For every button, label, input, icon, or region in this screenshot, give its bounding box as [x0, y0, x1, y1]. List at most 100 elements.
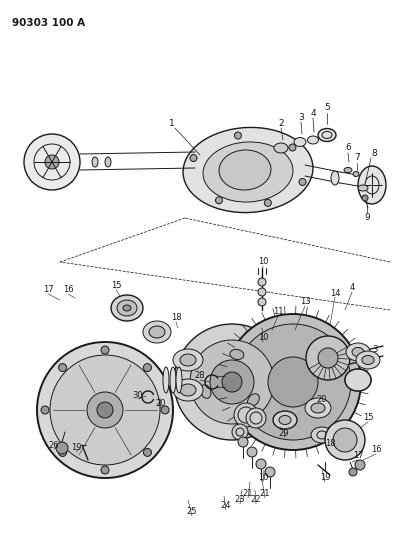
Text: 6: 6 — [345, 143, 351, 152]
Circle shape — [222, 372, 242, 392]
Circle shape — [101, 466, 109, 474]
Circle shape — [190, 155, 197, 161]
Ellipse shape — [305, 398, 331, 418]
Circle shape — [299, 179, 306, 185]
Circle shape — [143, 364, 151, 372]
Circle shape — [265, 467, 275, 477]
Circle shape — [333, 428, 357, 452]
Text: 90303 100 A: 90303 100 A — [12, 18, 85, 28]
Circle shape — [56, 442, 68, 454]
Circle shape — [258, 298, 266, 306]
Ellipse shape — [247, 394, 259, 406]
Circle shape — [24, 134, 80, 190]
Circle shape — [97, 402, 113, 418]
Circle shape — [362, 195, 368, 201]
Text: 20: 20 — [317, 395, 327, 405]
Circle shape — [87, 392, 123, 428]
Text: 17: 17 — [353, 451, 363, 461]
Text: 1: 1 — [169, 119, 175, 128]
Ellipse shape — [201, 385, 211, 398]
Ellipse shape — [230, 349, 244, 359]
Circle shape — [349, 468, 357, 476]
Ellipse shape — [149, 326, 165, 338]
Ellipse shape — [117, 300, 137, 316]
Text: 19: 19 — [71, 443, 81, 453]
Circle shape — [59, 448, 67, 456]
Ellipse shape — [356, 351, 380, 369]
Ellipse shape — [318, 128, 336, 141]
Ellipse shape — [111, 295, 143, 321]
Circle shape — [216, 197, 223, 204]
Text: 8: 8 — [371, 149, 377, 158]
Text: 20: 20 — [156, 400, 166, 408]
Text: 24: 24 — [221, 502, 231, 511]
Ellipse shape — [123, 305, 131, 311]
Ellipse shape — [170, 367, 176, 393]
Text: 22: 22 — [251, 496, 261, 505]
Ellipse shape — [307, 136, 318, 144]
Circle shape — [161, 406, 169, 414]
Circle shape — [41, 406, 49, 414]
Ellipse shape — [358, 185, 368, 191]
Ellipse shape — [176, 367, 182, 393]
Text: 5: 5 — [324, 103, 330, 112]
Circle shape — [190, 340, 274, 424]
Circle shape — [59, 364, 67, 372]
Circle shape — [174, 324, 290, 440]
Circle shape — [258, 278, 266, 286]
Circle shape — [225, 314, 361, 450]
Text: 3: 3 — [372, 345, 378, 354]
Text: 15: 15 — [363, 414, 373, 423]
Text: 18: 18 — [325, 440, 335, 448]
Circle shape — [264, 199, 271, 206]
Circle shape — [268, 357, 318, 407]
Ellipse shape — [345, 369, 371, 391]
Text: 10: 10 — [258, 473, 268, 482]
Circle shape — [306, 336, 350, 380]
Text: 2: 2 — [278, 118, 284, 127]
Circle shape — [232, 424, 248, 440]
Text: 16: 16 — [63, 286, 73, 295]
Ellipse shape — [353, 172, 359, 176]
Ellipse shape — [344, 167, 352, 173]
Circle shape — [325, 420, 365, 460]
Ellipse shape — [311, 403, 325, 413]
Circle shape — [234, 132, 242, 139]
Text: 4: 4 — [349, 284, 355, 293]
Text: 21: 21 — [243, 489, 253, 498]
Text: 14: 14 — [330, 288, 340, 297]
Ellipse shape — [173, 379, 203, 401]
Ellipse shape — [273, 411, 297, 429]
Circle shape — [210, 360, 254, 404]
Ellipse shape — [279, 416, 291, 424]
Circle shape — [355, 460, 365, 470]
Text: 19: 19 — [320, 473, 330, 482]
Circle shape — [258, 288, 266, 296]
Ellipse shape — [274, 143, 288, 153]
Text: 23: 23 — [235, 496, 245, 505]
Text: 29: 29 — [279, 429, 289, 438]
Ellipse shape — [331, 171, 339, 185]
Text: 28: 28 — [195, 372, 205, 381]
Text: 21: 21 — [260, 489, 270, 498]
Text: 16: 16 — [371, 446, 381, 455]
Text: 30: 30 — [133, 391, 143, 400]
Circle shape — [246, 408, 266, 428]
Circle shape — [37, 342, 173, 478]
Ellipse shape — [362, 356, 374, 365]
Ellipse shape — [183, 127, 313, 213]
Ellipse shape — [352, 348, 364, 357]
Circle shape — [235, 324, 351, 440]
Ellipse shape — [173, 349, 203, 371]
Ellipse shape — [294, 138, 306, 147]
Circle shape — [101, 346, 109, 354]
Text: 9: 9 — [364, 214, 370, 222]
Circle shape — [289, 144, 296, 151]
Ellipse shape — [203, 142, 293, 202]
Circle shape — [50, 355, 160, 465]
Text: 13: 13 — [300, 297, 310, 306]
Ellipse shape — [163, 367, 169, 393]
Circle shape — [247, 447, 257, 457]
Ellipse shape — [219, 150, 271, 190]
Text: 11: 11 — [273, 308, 283, 317]
